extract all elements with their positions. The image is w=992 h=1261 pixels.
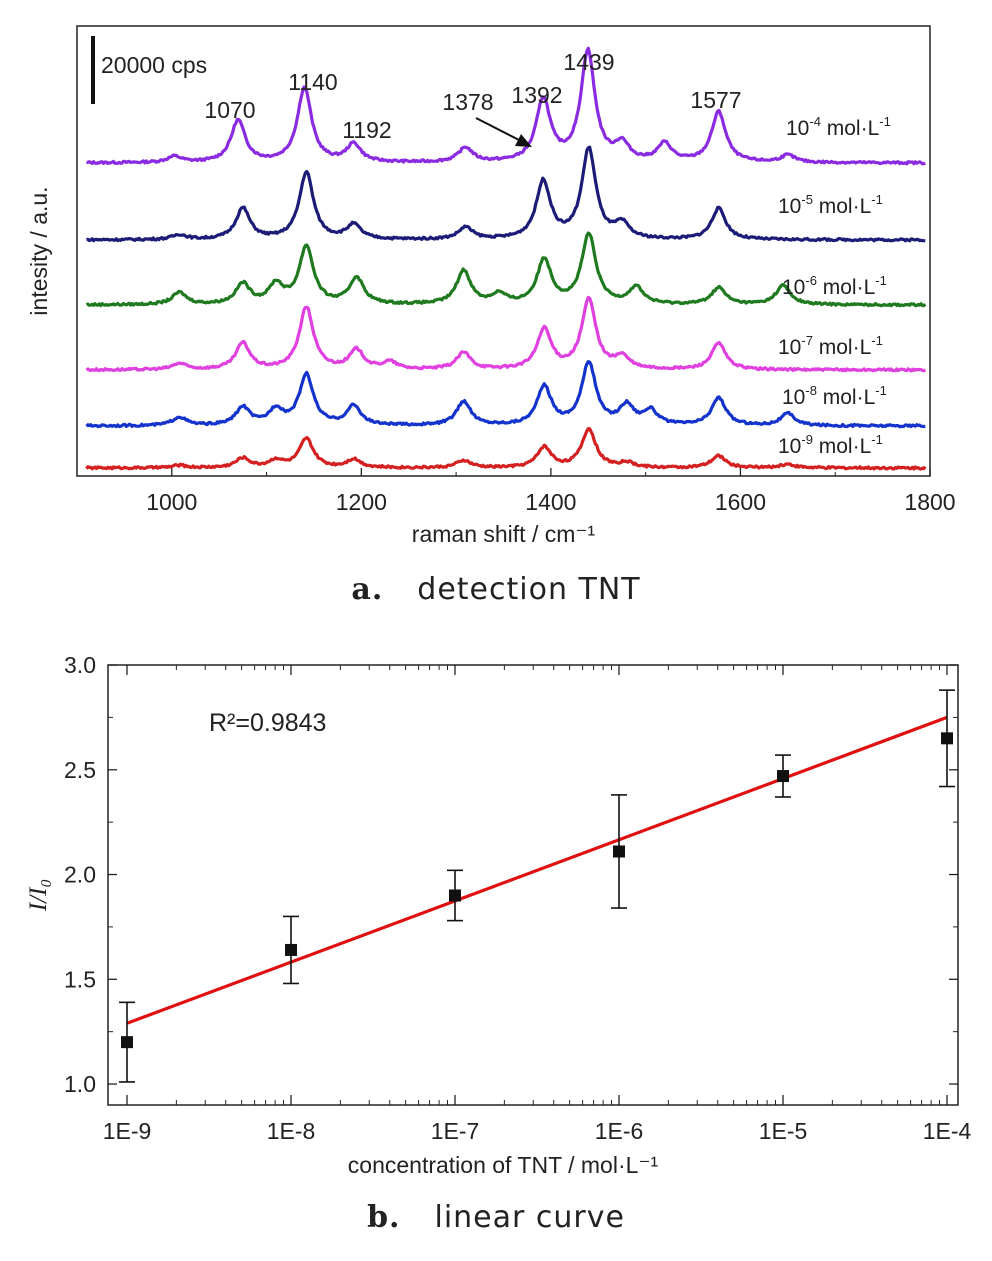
plot-a-frame (76, 25, 931, 477)
peak-label-2: 1192 (342, 117, 391, 143)
series-label-a-1-part-1: -5 (801, 192, 813, 207)
spectrum-1 (86, 145, 926, 243)
x-tick-label-b-4: 1E-5 (759, 1118, 808, 1144)
series-label-a-3-part-1: -7 (801, 333, 813, 348)
y-tick-label-b-1: 1.5 (64, 966, 96, 992)
series-label-a-5-part-3: -1 (871, 432, 883, 447)
peak-label-4: 1392 (511, 82, 562, 108)
fit-line (126, 715, 948, 1025)
series-label-a-2-part-1: -6 (805, 273, 817, 288)
series-label-a-0-part-0: 10 (786, 117, 809, 140)
x-tick-label-a-0: 1000 (146, 489, 197, 515)
series-label-a-1-part-3: -1 (871, 192, 883, 207)
y-tick-label-b-4: 3.0 (64, 652, 96, 678)
caption-b: b. linear curve (0, 1200, 992, 1235)
x-tick-label-b-0: 1E-9 (103, 1118, 152, 1144)
x-tick-label-a-3: 1600 (715, 489, 766, 515)
x-tick-label-a-1: 1200 (336, 489, 387, 515)
spectrum-5 (85, 427, 927, 471)
caption-a: a. detection TNT (0, 572, 992, 607)
series-label-a-0-part-2: mol·L (821, 117, 879, 140)
series-label-a-2-part-3: -1 (875, 273, 887, 288)
series-label-a-4-part-1: -8 (805, 383, 817, 398)
series-label-a-1: 10-5 mol·L-1 (778, 192, 883, 218)
spectrum-0 (86, 46, 926, 166)
series-label-a-3: 10-7 mol·L-1 (778, 333, 883, 359)
series-label-a-2-part-2: mol·L (817, 276, 875, 299)
raman-spectra-chart: 1000 1200 1400 1600 1800 raman shift / cm⁻¹ in… (26, 25, 956, 547)
series-label-a-0: 10-4 mol·L-1 (786, 114, 891, 140)
caption-b-text: linear curve (434, 1200, 625, 1235)
x-tick-label-a-2: 1400 (525, 489, 576, 515)
series-label-a-4-part-3: -1 (875, 383, 887, 398)
series-label-a-2: 10-6 mol·L-1 (782, 273, 887, 299)
x-tick-label-b-3: 1E-6 (595, 1118, 644, 1144)
spectrum-2 (85, 231, 927, 308)
y-axis-label-b: I/I₀ (25, 879, 52, 912)
peak-label-0: 1070 (204, 97, 255, 123)
series-label-a-1-part-2: mol·L (813, 195, 871, 218)
y-tick-label-b-3: 2.5 (64, 757, 96, 783)
series-label-a-0-part-1: -4 (809, 114, 821, 129)
peak-label-1: 1140 (288, 69, 337, 95)
series-label-a-5-part-2: mol·L (813, 435, 871, 458)
spectrum-4 (85, 360, 926, 429)
series-label-a-5: 10-9 mol·L-1 (778, 432, 883, 458)
r-squared-annotation: R²=0.9843 (209, 709, 326, 737)
series-label-a-2-part-0: 10 (782, 276, 805, 299)
y-tick-label-b-2: 2.0 (64, 862, 96, 888)
series-label-a-4: 10-8 mol·L-1 (782, 383, 887, 409)
peak-1378-arrow-line (475, 117, 524, 143)
series-label-a-4-part-2: mol·L (817, 386, 875, 409)
series-label-a-5-part-0: 10 (778, 435, 801, 458)
x-tick-label-b-1: 1E-8 (267, 1118, 316, 1144)
x-axis-label-a: raman shift / cm⁻¹ (412, 521, 596, 547)
caption-b-label: b. (367, 1200, 401, 1235)
y-tick-label-b-0: 1.0 (64, 1071, 96, 1097)
series-label-a-0-part-3: -1 (879, 114, 891, 129)
series-label-a-1-part-0: 10 (778, 195, 801, 218)
series-label-a-3-part-2: mol·L (813, 336, 871, 359)
y-axis-label-a: intesity / a.u. (26, 186, 52, 315)
caption-a-label: a. (351, 572, 384, 607)
data-point-1 (285, 943, 297, 956)
peak-label-3: 1378 (442, 89, 493, 115)
data-point-2 (449, 889, 461, 902)
data-point-5 (941, 732, 953, 745)
series-label-a-5-part-1: -9 (801, 432, 813, 447)
series-label-a-4-part-0: 10 (782, 386, 805, 409)
x-tick-label-a-4: 1800 (904, 489, 955, 515)
data-point-3 (613, 845, 625, 858)
peak-1378-arrow-head (515, 134, 532, 147)
data-point-4 (777, 770, 789, 783)
scale-bar-label: 20000 cps (101, 52, 207, 78)
spectrum-3 (85, 295, 927, 373)
x-tick-label-b-2: 1E-7 (431, 1118, 480, 1144)
x-axis-label-b: concentration of TNT / mol·L⁻¹ (348, 1152, 659, 1178)
data-point-0 (121, 1036, 133, 1049)
caption-a-text: detection TNT (417, 572, 641, 607)
peak-label-6: 1577 (690, 87, 741, 113)
peak-label-5: 1439 (563, 49, 614, 75)
series-label-a-3-part-3: -1 (871, 333, 883, 348)
x-tick-label-b-5: 1E-4 (923, 1118, 972, 1144)
series-label-a-3-part-0: 10 (778, 336, 801, 359)
